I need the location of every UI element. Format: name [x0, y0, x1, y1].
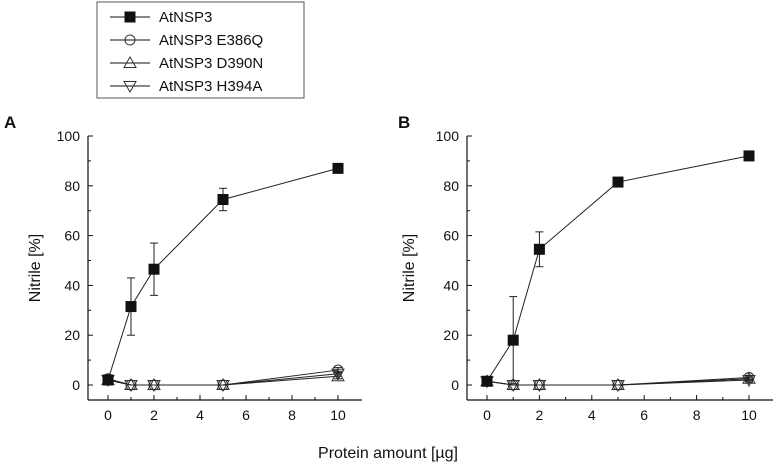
x-tick-label: 0 [104, 407, 112, 423]
data-point [217, 193, 229, 205]
legend-label: AtNSP3 [159, 9, 212, 26]
data-point [743, 372, 755, 384]
series-line [486, 155, 750, 382]
data-point [612, 379, 624, 391]
series-atnsp3 [481, 150, 755, 387]
x-tick-label: 2 [150, 407, 158, 423]
x-tick-label: 4 [196, 407, 204, 423]
panel-a: A 0 20 40 60 80 100 0 2 4 6 8 10 Nitrile [%] [4, 113, 362, 423]
panel-b: B 0 20 40 60 80 100 0 2 4 6 8 10 Nitrile [%] [398, 113, 773, 423]
y-axis-label: Nitrile [%] [27, 234, 44, 302]
data-point [148, 379, 160, 391]
x-tick-label: 6 [640, 407, 648, 423]
x-axis-label: Protein amount [µg] [318, 445, 458, 462]
panel-label: B [398, 113, 410, 132]
y-tick-label: 100 [57, 128, 81, 144]
y-tick-label: 80 [64, 178, 80, 194]
data-point [533, 379, 545, 391]
data-point [332, 162, 344, 174]
legend-label: AtNSP3 D390N [159, 55, 263, 72]
y-tick-label: 40 [64, 277, 80, 293]
data-point [533, 243, 545, 255]
series-line [107, 369, 339, 386]
panel-label: A [4, 113, 16, 132]
data-point [125, 301, 137, 313]
x-tick-label: 0 [483, 407, 491, 423]
y-tick-label: 0 [451, 377, 459, 393]
y-tick-label: 20 [64, 327, 80, 343]
y-tick-label: 60 [64, 228, 80, 244]
data-point [332, 364, 344, 376]
x-tick-label: 10 [330, 407, 346, 423]
y-tick-label: 0 [72, 377, 80, 393]
series-atnsp3 [102, 162, 344, 386]
y-axis-label: Nitrile [%] [401, 234, 418, 302]
data-point [331, 369, 345, 382]
x-tick-label: 10 [741, 407, 757, 423]
legend-marker [123, 81, 137, 94]
series-atnsp3-e386q [102, 364, 344, 391]
y-tick-label: 80 [443, 178, 459, 194]
legend: AtNSP3 AtNSP3 E386Q AtNSP3 D390N AtNSP3 H39… [96, 1, 305, 99]
x-tick-label: 2 [536, 407, 544, 423]
legend-marker [124, 11, 136, 23]
data-point [481, 375, 493, 387]
legend-label: AtNSP3 E386Q [159, 32, 263, 49]
x-tick-label: 8 [288, 407, 296, 423]
x-tick-label: 6 [242, 407, 250, 423]
legend-marker [124, 34, 136, 46]
data-point [125, 379, 137, 391]
x-tick-label: 4 [588, 407, 596, 423]
data-point [102, 374, 114, 386]
data-point [743, 150, 755, 162]
y-tick-label: 40 [443, 277, 459, 293]
data-point [148, 263, 160, 275]
data-point [507, 334, 519, 346]
data-point [612, 176, 624, 188]
x-tick-label: 8 [693, 407, 701, 423]
y-tick-label: 100 [436, 128, 460, 144]
series-line [486, 377, 750, 386]
legend-marker [123, 55, 137, 68]
series-atnsp3-h394a [480, 375, 756, 393]
y-tick-label: 20 [443, 327, 459, 343]
data-point [217, 379, 229, 391]
y-tick-label: 60 [443, 228, 459, 244]
legend-label: AtNSP3 H394A [159, 78, 262, 95]
